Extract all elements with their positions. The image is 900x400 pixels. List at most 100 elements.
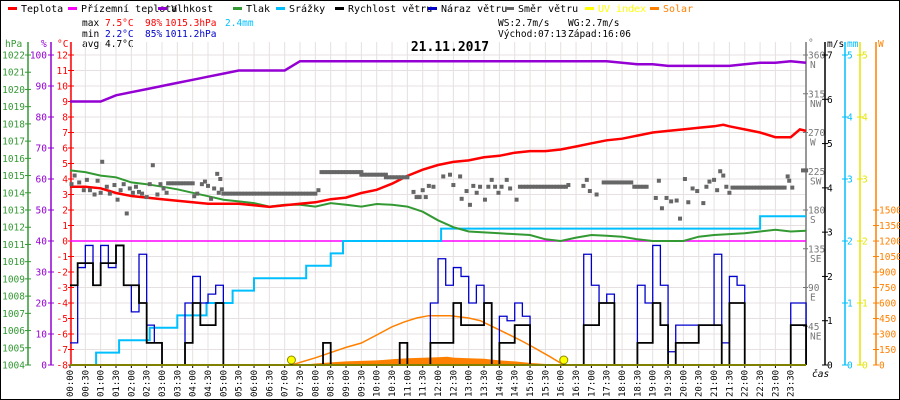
rain-tick-label: 0 [847,361,853,372]
rain-tick-label: 4 [847,113,853,124]
wind-direction-point [420,188,425,193]
x-tick-label: 04:00 [189,370,199,397]
temperature-tick-label: -2 [57,268,68,279]
wind-direction-point [402,175,407,180]
temperature-tick-label: 12 [57,51,68,62]
x-tick-label: 21:00 [710,370,720,397]
pressure-tick-label: 1007 [2,309,25,320]
sun-marker [559,355,569,365]
uv-tick-label: 2 [862,237,868,248]
wind-direction-point [489,177,494,182]
wind-direction-point [545,184,550,189]
temperature-tick-label: -4 [57,299,69,310]
wind-direction-point [310,191,315,196]
wind-direction-point [548,184,553,189]
wind-direction-point [304,191,309,196]
wind-tick-label: 5 [827,139,833,150]
wind-direction-point [84,177,89,182]
wind-direction-point [755,185,760,190]
wind-direction-point [233,191,238,196]
wind-direction-point [107,191,112,196]
x-tick-label: 07:30 [296,370,306,397]
wind-direction-point [748,185,753,190]
solar-tick-label: 150 [879,345,896,356]
wind-tick-label: 0 [827,361,833,372]
pressure-tick-label: 1005 [2,343,25,354]
x-tick-label: 17:30 [603,370,613,397]
temperature-tick-label: -6 [57,330,69,341]
wind-direction-point [517,184,522,189]
stats-min-humidity: 85% [145,29,162,40]
wind-direction-point [701,201,706,206]
x-tick-label: 05:00 [219,370,229,397]
wind-direction-point [178,181,183,186]
wind-direction-point [218,177,223,181]
wind-direction-point [773,185,778,190]
wind-direction-point [350,170,355,175]
wind-direction-point [127,186,132,191]
stats-avg-label: avg [82,39,99,50]
wind-direction-point [169,181,174,186]
x-tick-label: 00:30 [81,370,91,397]
wind-direction-point [340,170,345,175]
wind-direction-point [164,190,169,195]
wind-direction-point [270,191,275,196]
wind-direction-point [423,195,428,200]
wind-direction-point [215,171,220,176]
wind-direction-point [801,168,806,173]
x-tick-label: 03:00 [158,370,168,397]
x-tick-label: 14:30 [511,370,521,397]
pressure-tick-label: 1021 [2,68,25,79]
humidity-line [70,59,807,103]
wind-direction-point [353,170,358,175]
humidity-tick-label: 30 [36,268,48,279]
wind-tick-label: 1 [827,316,833,327]
x-tick-label: 18:30 [633,370,643,397]
wind-direction-point [147,182,152,187]
legend-swatch-1 [68,7,77,10]
wind-direction-point [155,192,160,197]
legend-label-2: Vlhkost [171,4,213,15]
wind-direction-point [779,185,784,190]
wind-direction-point [344,170,349,175]
x-tick-label: 06:00 [250,370,260,397]
sun-marker [286,355,296,365]
wind-direction-point [669,199,674,204]
wind-direction-point [124,211,129,216]
wind-direction-point [514,197,519,202]
temperature-tick-label: 3 [62,190,68,201]
wind-direction-point [230,191,235,196]
temperature-tick-label: 6 [62,144,68,155]
x-tick-label: 12:30 [449,370,459,397]
uv-tick-label: 3 [862,175,868,186]
pressure-line [69,169,807,243]
wind-direction-point [613,180,618,185]
wind-direction-point [551,184,556,189]
wind-direction-point [187,181,192,186]
wind-direction-point [144,195,149,200]
wind-direction-point [267,191,272,196]
legend-label-3: Tlak [246,4,270,15]
wind-direction-point [557,184,562,189]
wind-direction-point [383,175,388,180]
wind-direction-point [322,170,327,175]
pressure-tick-label: 1013 [2,206,25,217]
wind-direction-point [121,182,126,187]
x-tick-label: 19:00 [649,370,659,397]
wind-direction-point [331,170,336,175]
wind-direction-point [527,184,532,189]
stats-rain-total: 2.4mm [225,18,254,29]
x-tick-label: 18:00 [618,370,628,397]
wind-direction-point [288,191,293,196]
stats-min-label: min [82,29,99,40]
temperature-tick-label: -5 [57,314,68,325]
wind-direction-point [227,191,232,196]
wind-direction-point [261,191,266,196]
wind-direction-point [301,191,306,196]
humidity-tick-label: 70 [36,144,48,155]
temperature-tick-label: 9 [62,97,68,108]
x-tick-label: 11:30 [419,370,429,397]
solar-tick-label: 1500 [879,206,900,217]
wind-direction-point [255,191,260,196]
